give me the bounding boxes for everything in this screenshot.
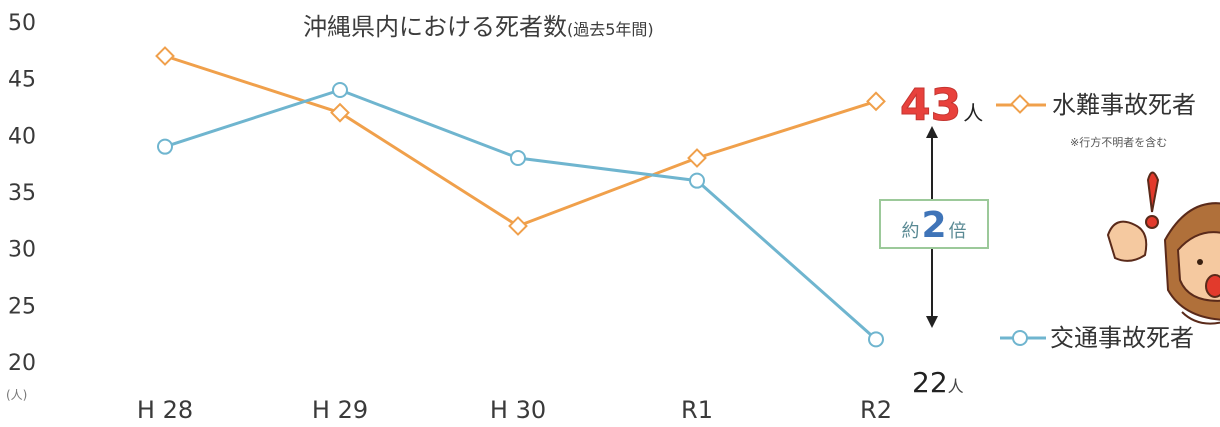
data-point-traffic	[689, 172, 705, 189]
drowning-value: 43	[900, 80, 961, 131]
ratio-number: 2	[921, 205, 946, 246]
y-tick-label: 20	[8, 351, 36, 376]
y-tick-label: 30	[8, 238, 36, 263]
data-point-drowning	[155, 46, 175, 66]
ratio-prefix: 約	[901, 221, 919, 242]
legend-traffic-label: 交通事故死者	[1050, 324, 1194, 352]
legend-drowning: 水難事故死者 ※行方不明者を含む	[996, 91, 1196, 149]
x-tick-label: H 30	[490, 396, 546, 424]
y-axis-unit: (人)	[6, 388, 27, 402]
data-point-drowning	[508, 216, 528, 236]
mascot-illustration	[1106, 171, 1220, 325]
drowning-note: ※行方不明者を含む	[1070, 135, 1167, 149]
data-point-drowning	[866, 91, 886, 112]
svg-text:22人: 22人	[912, 366, 964, 399]
data-point-traffic	[510, 150, 526, 166]
series-layer	[155, 46, 886, 348]
y-tick-label: 45	[8, 68, 36, 93]
y-tick-label: 50	[8, 11, 36, 36]
svg-text:約2倍: 約2 倍	[901, 205, 966, 246]
chart-title: 沖縄県内における死者数(過去5年間)	[303, 13, 654, 41]
legend-drowning-label: 水難事故死者	[1052, 91, 1196, 119]
x-tick-label: R1	[681, 396, 713, 424]
x-tick-label: H 29	[312, 396, 368, 424]
series-line-1	[164, 88, 877, 341]
ratio-badge: 約2 倍	[879, 199, 989, 249]
x-axis-labels: H 28 H 29 H 30 R1 R2	[137, 396, 892, 424]
data-point-traffic	[332, 82, 348, 98]
data-point-drowning	[687, 148, 707, 168]
y-tick-label: 25	[8, 294, 36, 319]
data-point-traffic	[157, 138, 173, 155]
legend-traffic: 交通事故死者	[1000, 324, 1194, 352]
y-tick-label: 40	[8, 124, 36, 149]
drowning-unit: 人	[963, 101, 983, 125]
x-tick-label: H 28	[137, 396, 193, 424]
series-line-0	[164, 54, 877, 228]
svg-text:43人: 43 人	[900, 80, 983, 131]
x-tick-label: R2	[860, 396, 892, 424]
traffic-unit: 人	[948, 377, 964, 396]
data-point-traffic	[868, 331, 884, 348]
y-axis-ticks: 50 45 40 35 30 25 20	[8, 11, 36, 376]
traffic-value: 22	[912, 366, 948, 399]
y-tick-label: 35	[8, 181, 36, 206]
data-point-drowning	[330, 102, 350, 123]
ratio-suffix: 倍	[949, 221, 967, 242]
